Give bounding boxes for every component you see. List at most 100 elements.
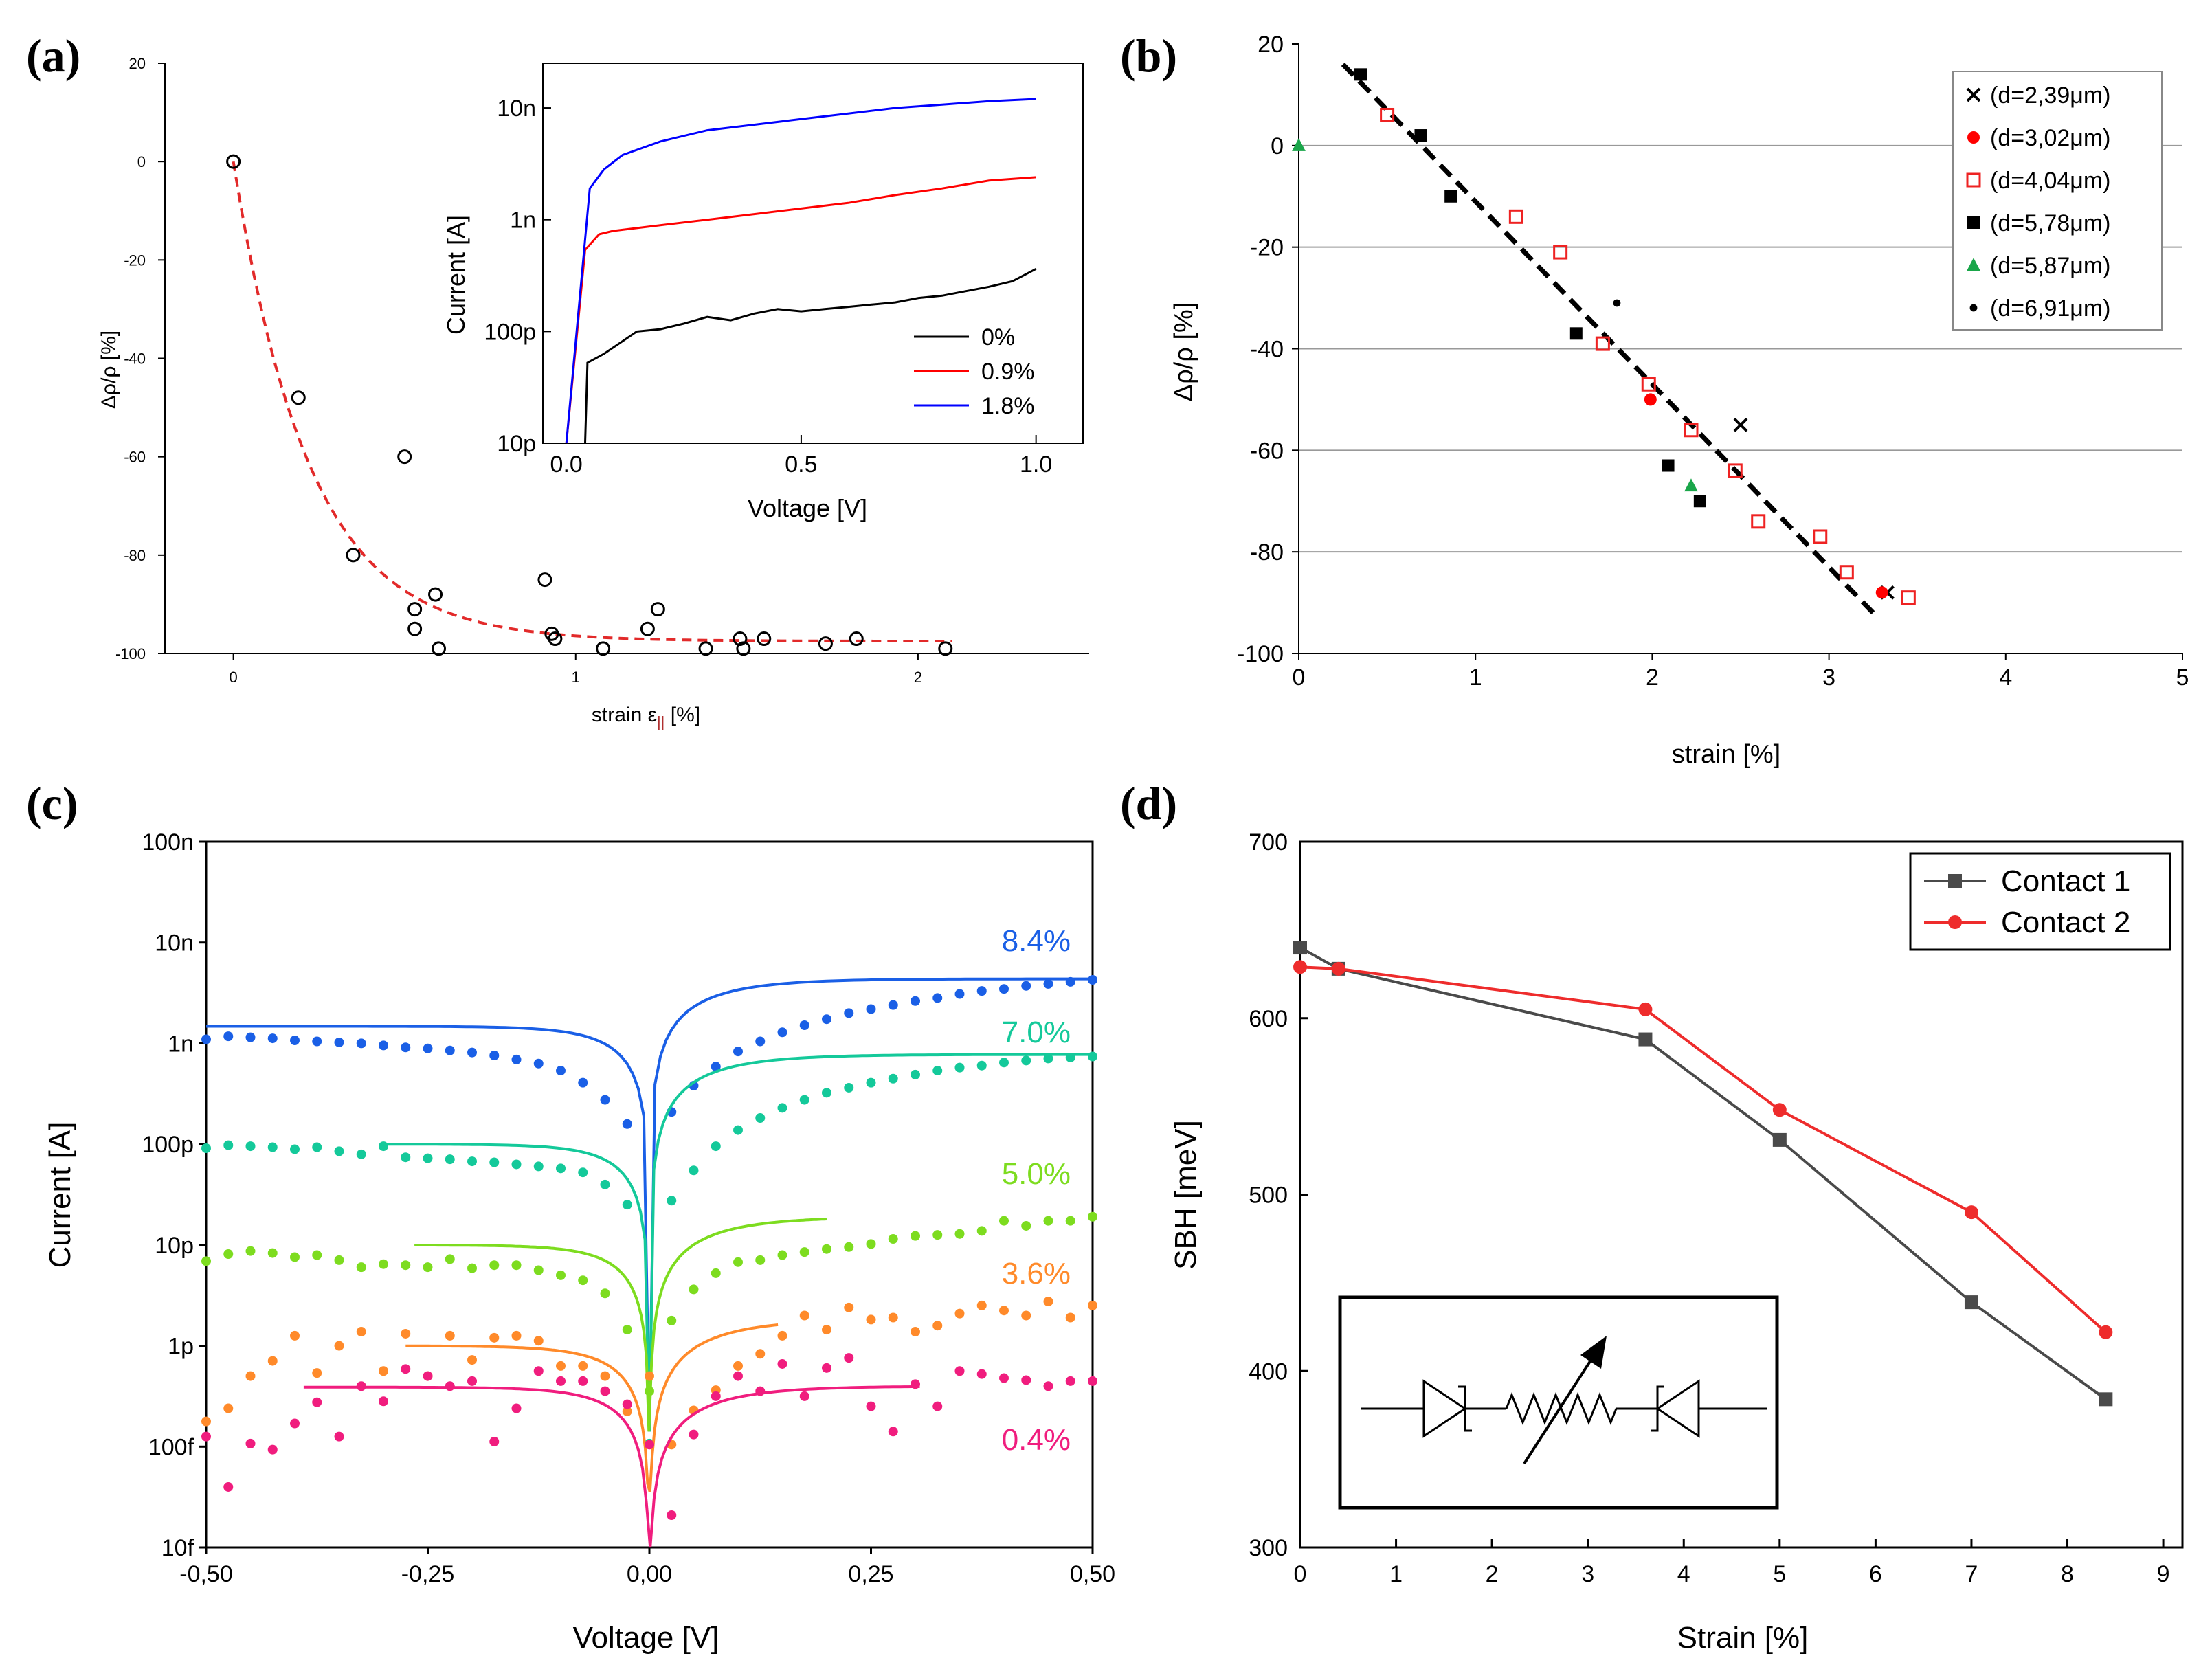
c-data-point (467, 1156, 477, 1167)
a-inset-series-line (565, 98, 1036, 444)
a-data-point (650, 602, 665, 617)
b-x-tick-label: 4 (1999, 664, 2012, 691)
c-data-point (267, 1142, 278, 1152)
a-data-point (397, 449, 412, 465)
c-data-point (711, 1062, 721, 1072)
c-data-point (822, 1363, 831, 1373)
c-data-point (290, 1330, 300, 1341)
a-xlabel: strain ε|| [%] (592, 704, 700, 730)
b-data-point (1613, 299, 1621, 307)
c-data-point (600, 1371, 610, 1381)
c-y-tick-label: 10f (161, 1535, 194, 1561)
c-data-point (866, 1239, 876, 1249)
b-data-point (1684, 423, 1699, 438)
d-x-tick-label: 3 (1581, 1561, 1594, 1587)
c-data-point (312, 1250, 322, 1260)
c-data-point (711, 1141, 721, 1152)
d-data-point (1293, 941, 1307, 955)
b-y-tick-label: 20 (1258, 32, 1284, 58)
b-data-point (1662, 459, 1675, 472)
b-y-tick-label: -80 (1250, 539, 1284, 566)
b-data-point (1733, 417, 1748, 432)
c-data-point (445, 1381, 455, 1391)
c-data-point (600, 1179, 610, 1189)
d-data-point (2099, 1392, 2113, 1407)
c-data-point (911, 1327, 920, 1337)
d-y-tick-label: 300 (1249, 1535, 1288, 1561)
c-data-point (445, 1045, 455, 1055)
c-data-point (201, 1431, 211, 1442)
c-data-point (600, 1386, 610, 1396)
c-data-point (911, 1379, 920, 1389)
b-data-point (1813, 529, 1828, 544)
b-y-tick-label: 0 (1271, 133, 1284, 159)
d-y-tick-label: 600 (1249, 1006, 1288, 1032)
d-data-point (1293, 960, 1307, 974)
c-data-point (267, 1033, 278, 1044)
panel-b: 0 1 2 3 4 5 20 0 -20 -40 -60 -80 -100 (d=2,39μm) (d=3… (1170, 32, 2189, 769)
a-fit-curve (232, 161, 952, 642)
d-y-tick-label: 500 (1249, 1183, 1288, 1209)
c-data-point (822, 1088, 831, 1098)
c-data-point (777, 1027, 787, 1038)
c-data-point (511, 1159, 522, 1170)
a-x-tick-label: 1 (572, 669, 580, 686)
c-xlabel: Voltage [V] (573, 1621, 719, 1655)
b-y-tick-label: -20 (1250, 235, 1284, 261)
c-data-point (401, 1328, 411, 1339)
c-data-point (976, 986, 987, 996)
a-y-tick-label: -40 (124, 350, 146, 368)
c-data-point (467, 1355, 477, 1365)
a-data-point (818, 636, 833, 651)
c-data-point (379, 1040, 388, 1051)
b-data-point (1595, 336, 1610, 351)
c-data-point (1021, 981, 1031, 991)
d-x-tick-label: 1 (1389, 1561, 1403, 1587)
c-data-point (777, 1330, 787, 1341)
c-data-point (290, 1418, 300, 1429)
c-y-tick-label: 10p (155, 1233, 194, 1259)
c-data-point (622, 1325, 632, 1335)
c-data-point (844, 1242, 854, 1252)
d-x-tick-label: 6 (1869, 1561, 1882, 1587)
c-data-point (556, 1361, 566, 1371)
c-data-point (777, 1103, 787, 1113)
c-data-point (511, 1260, 522, 1271)
c-data-point (999, 1058, 1009, 1068)
c-data-point (888, 1073, 898, 1084)
b-legend-marker (1966, 87, 1981, 102)
c-data-point (556, 1163, 566, 1174)
c-data-point (689, 1165, 699, 1176)
a-data-point (407, 602, 423, 617)
c-data-point (1065, 1216, 1075, 1226)
d-legend-marker (1948, 915, 1962, 929)
c-data-point (334, 1341, 344, 1351)
c-data-point (799, 1391, 809, 1401)
b-legend-marker (1966, 172, 1981, 188)
c-series-label: 8.4% (1002, 924, 1071, 958)
c-data-point (1088, 974, 1097, 985)
a-data-point (548, 631, 563, 647)
a-inset-xlabel: Voltage [V] (748, 494, 867, 522)
b-data-point (1380, 107, 1395, 122)
c-data-point (556, 1376, 566, 1386)
c-data-point (423, 1262, 433, 1273)
c-data-point (777, 1250, 787, 1260)
a-inset-x-tick-label: 0.5 (785, 451, 817, 478)
c-data-point (201, 1034, 211, 1044)
c-data-point (379, 1396, 388, 1407)
b-xlabel: strain [%] (1672, 740, 1780, 769)
b-legend-label: (d=5,87μm) (1990, 253, 2111, 279)
c-data-point (911, 1069, 920, 1079)
c-data-point (645, 1371, 654, 1381)
a-data-point (537, 572, 552, 588)
c-data-point (245, 1032, 256, 1042)
d-x-tick-label: 8 (2061, 1561, 2074, 1587)
a-y-tick-label: -60 (124, 449, 146, 466)
c-data-point (755, 1386, 766, 1396)
a-inset-y-tick-label: 10n (497, 96, 536, 122)
c-data-point (223, 1031, 234, 1042)
c-data-point (245, 1438, 256, 1448)
c-x-tick-label: 0,25 (848, 1561, 893, 1587)
a-inset-series-line (584, 267, 1037, 444)
